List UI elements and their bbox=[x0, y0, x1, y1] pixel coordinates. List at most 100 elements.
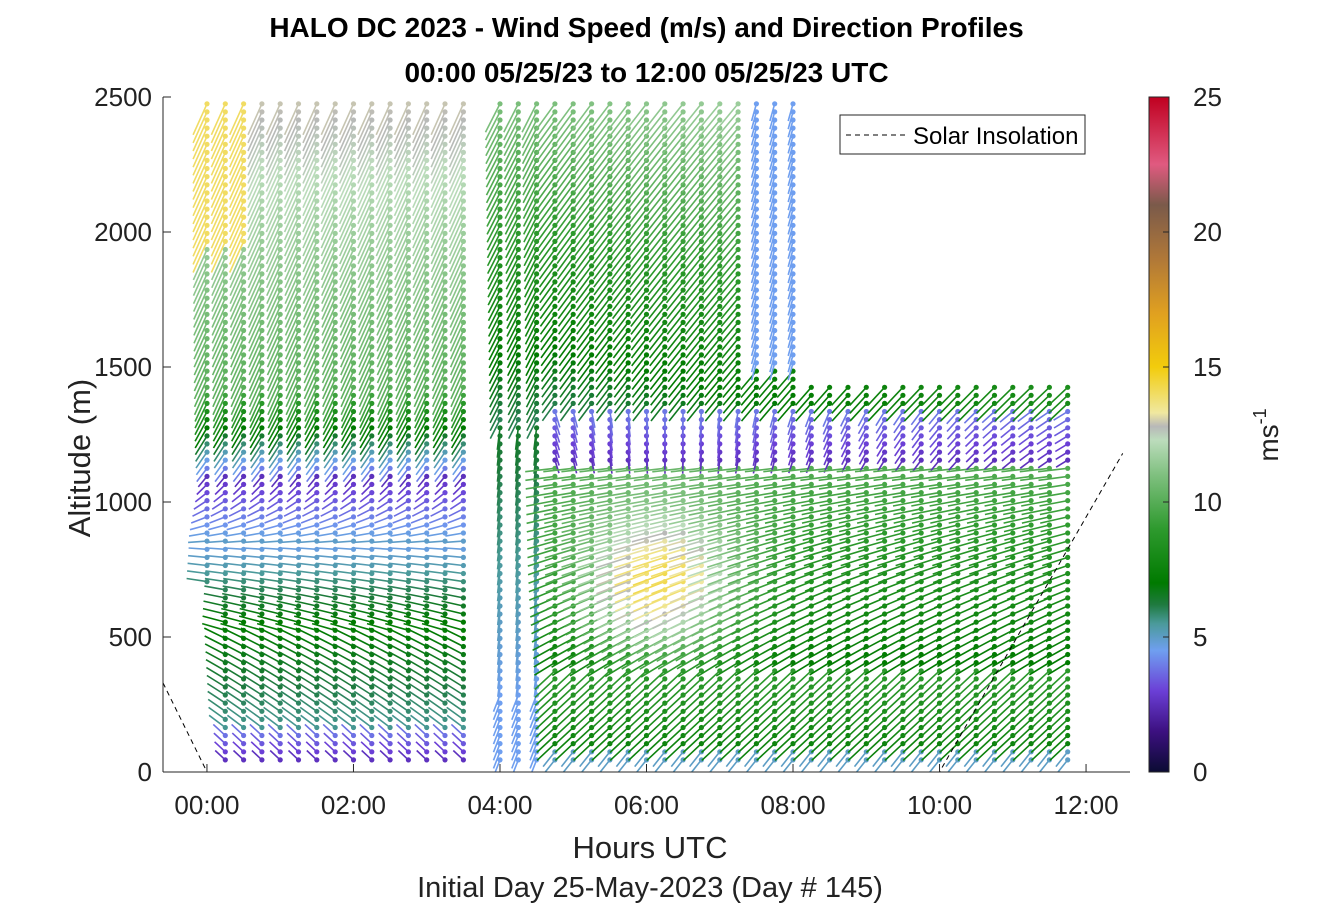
wind-vector bbox=[597, 467, 629, 473]
wind-vector bbox=[359, 394, 373, 422]
wind-point bbox=[222, 101, 228, 107]
wind-vector bbox=[303, 313, 318, 344]
wind-point bbox=[442, 579, 448, 585]
wind-point bbox=[405, 255, 411, 261]
wind-vector bbox=[630, 313, 648, 335]
wind-point bbox=[369, 352, 375, 358]
wind-vector bbox=[205, 562, 226, 567]
wind-vector bbox=[537, 192, 556, 217]
wind-vector bbox=[249, 403, 263, 429]
wind-point bbox=[295, 311, 302, 317]
wind-vector bbox=[225, 547, 244, 551]
wind-vector bbox=[524, 297, 538, 322]
wind-point bbox=[405, 417, 411, 423]
wind-vector bbox=[648, 338, 666, 359]
wind-point bbox=[332, 570, 338, 577]
wind-vector bbox=[223, 643, 244, 656]
wind-point bbox=[552, 368, 558, 374]
wind-vector bbox=[672, 759, 684, 772]
wind-vector bbox=[317, 690, 336, 704]
wind-point bbox=[424, 700, 430, 706]
wind-point bbox=[735, 384, 741, 390]
wind-point bbox=[369, 741, 375, 747]
wind-point bbox=[552, 473, 558, 479]
wind-point bbox=[643, 246, 650, 253]
wind-vector bbox=[593, 273, 611, 296]
wind-point bbox=[497, 246, 503, 253]
wind-vector bbox=[647, 257, 666, 280]
wind-point bbox=[369, 473, 375, 479]
wind-point bbox=[350, 149, 357, 155]
wind-point bbox=[424, 376, 430, 382]
wind-point bbox=[570, 392, 576, 398]
wind-vector bbox=[449, 338, 465, 368]
wind-vector bbox=[226, 714, 245, 729]
wind-point bbox=[643, 522, 650, 528]
wind-point bbox=[589, 530, 595, 536]
wind-point bbox=[460, 190, 466, 196]
wind-vector bbox=[296, 570, 317, 575]
wind-point bbox=[680, 538, 686, 544]
wind-vector bbox=[496, 541, 501, 562]
wind-point bbox=[350, 230, 357, 236]
wind-vector bbox=[387, 577, 409, 583]
wind-vector bbox=[627, 159, 648, 186]
wind-point bbox=[735, 206, 741, 212]
wind-vector bbox=[555, 184, 574, 209]
wind-vector bbox=[375, 233, 391, 265]
wind-vector bbox=[225, 682, 245, 696]
wind-vector bbox=[412, 249, 428, 281]
wind-vector bbox=[525, 491, 556, 499]
wind-vector bbox=[561, 572, 592, 586]
wind-point bbox=[332, 376, 338, 382]
wind-point bbox=[424, 579, 430, 585]
wind-point bbox=[442, 724, 448, 731]
wind-point bbox=[424, 708, 430, 714]
wind-vector bbox=[321, 281, 336, 312]
wind-vector bbox=[283, 119, 300, 152]
wind-point bbox=[424, 603, 430, 609]
wind-vector bbox=[303, 370, 318, 400]
wind-vector bbox=[505, 233, 520, 259]
wind-point bbox=[295, 741, 302, 747]
wind-point bbox=[259, 433, 265, 439]
wind-vector bbox=[577, 572, 611, 586]
wind-point bbox=[534, 230, 540, 236]
wind-vector bbox=[645, 159, 666, 186]
wind-point bbox=[204, 490, 210, 496]
wind-vector bbox=[340, 378, 355, 408]
wind-vector bbox=[652, 467, 684, 473]
wind-vector bbox=[394, 305, 410, 336]
wind-point bbox=[460, 506, 466, 512]
wind-point bbox=[589, 473, 595, 479]
wind-vector bbox=[396, 435, 410, 456]
wind-vector bbox=[230, 346, 245, 376]
wind-point bbox=[259, 522, 265, 528]
wind-vector bbox=[609, 184, 629, 209]
wind-point bbox=[387, 587, 393, 593]
wind-vector bbox=[375, 224, 391, 257]
wind-vector bbox=[284, 233, 300, 265]
wind-point bbox=[607, 352, 613, 358]
wind-vector bbox=[223, 570, 244, 575]
wind-vector bbox=[590, 135, 611, 162]
wind-point bbox=[350, 498, 357, 504]
wind-vector bbox=[540, 330, 556, 351]
wind-point bbox=[460, 157, 466, 163]
wind-vector bbox=[196, 467, 208, 483]
wind-point bbox=[277, 522, 283, 528]
wind-vector bbox=[489, 394, 501, 416]
wind-vector bbox=[681, 411, 684, 429]
wind-vector bbox=[411, 508, 428, 517]
wind-vector bbox=[349, 607, 372, 615]
wind-point bbox=[698, 530, 705, 536]
wind-point bbox=[259, 263, 265, 269]
wind-point bbox=[405, 101, 411, 107]
wind-point bbox=[387, 506, 393, 512]
wind-vector bbox=[372, 698, 391, 712]
wind-point bbox=[314, 327, 320, 334]
wind-vector bbox=[320, 241, 336, 273]
wind-vector bbox=[551, 661, 574, 677]
wind-point bbox=[295, 408, 302, 415]
wind-vector bbox=[556, 257, 574, 280]
